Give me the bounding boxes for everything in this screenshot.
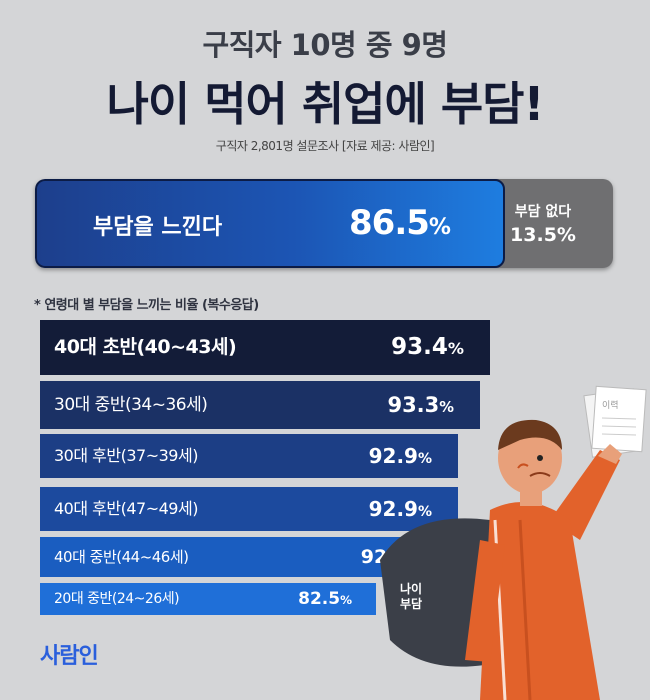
resume-papers-icon: 이력 (583, 385, 647, 458)
age-bar-value: 93.3% (387, 393, 454, 417)
age-bar: 40대 중반(44~46세)92.2% (40, 537, 447, 577)
job-seeker-illustration: 이력 (380, 385, 647, 700)
age-bar: 30대 중반(34~36세) 93.3% (40, 381, 480, 429)
age-bar: 40대 후반(47~49세) 92.9% (40, 487, 458, 531)
no-burden-value: 13.5% (510, 224, 576, 246)
age-bar-label: 40대 후반(47~49세) (54, 499, 198, 518)
age-bar-value: 82.5% (298, 589, 352, 609)
age-bar-value: 92.9% (368, 444, 432, 468)
page-subtitle: 구직자 10명 중 9명 (202, 28, 448, 62)
summary-split-bar: 부담 없다 13.5% 부담을 느낀다 86.5% (35, 179, 613, 268)
badge-text: 나이 부담 (399, 582, 423, 611)
source-note: 구직자 2,801명 설문조사 [자료 제공: 사람인] (215, 139, 435, 153)
age-bar-label: 30대 후반(37~39세) (54, 446, 198, 465)
no-burden-label: 부담 없다 (514, 204, 572, 220)
age-bar-label: 40대 초반(40~43세) (54, 336, 237, 358)
age-bar: 20대 중반(24~26세) 82.5% (40, 583, 376, 615)
breakdown-title: * 연령대 별 부담을 느끼는 비율 (복수응답) (34, 298, 259, 313)
age-bar-label: 20대 중반(24~26세) (54, 591, 180, 607)
age-bar-value: 93.4% (391, 334, 464, 360)
age-bar-label: 40대 중반(44~46세) (54, 548, 189, 566)
burden-value: 86.5% (349, 203, 451, 243)
age-bar-label: 30대 중반(34~36세) (54, 395, 208, 415)
burden-value-pct: % (428, 215, 451, 240)
age-bar: 40대 초반(40~43세) 93.4% (40, 320, 490, 375)
age-burden-badge: 나이 부담 (396, 582, 426, 612)
burden-label: 부담을 느낀다 (93, 215, 223, 240)
burden-value-number: 86.5 (349, 203, 430, 243)
saramin-logo: 사람인 (40, 644, 99, 669)
page-title: 나이 먹어 취업에 부담! (106, 77, 545, 131)
age-bar: 30대 후반(37~39세) 92.9% (40, 434, 458, 478)
age-bar-value: 92.9% (368, 497, 432, 521)
paper-label: 이력 (602, 399, 619, 411)
split-yes-segment: 부담을 느낀다 86.5% (35, 179, 505, 268)
